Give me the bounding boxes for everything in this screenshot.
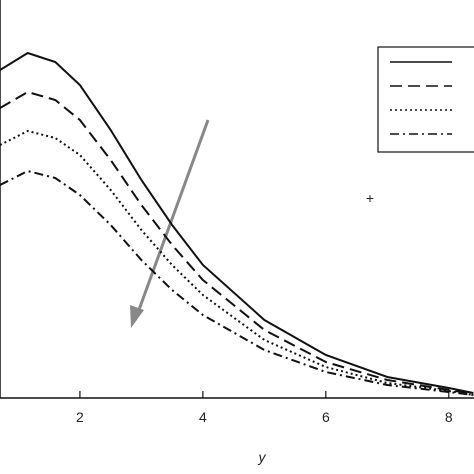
x-tick-label: 8	[445, 409, 453, 425]
marker: +	[366, 190, 374, 206]
series-line	[0, 129, 474, 396]
x-tick-label: 4	[199, 409, 207, 425]
x-tick-label: 2	[76, 409, 84, 425]
series-line	[0, 51, 474, 394]
x-tick-label: 6	[322, 409, 330, 425]
x-axis-label: y	[258, 449, 267, 465]
series-line	[0, 169, 474, 396]
arrow	[134, 119, 210, 319]
series-line	[0, 90, 474, 395]
arrow-head	[130, 305, 144, 328]
